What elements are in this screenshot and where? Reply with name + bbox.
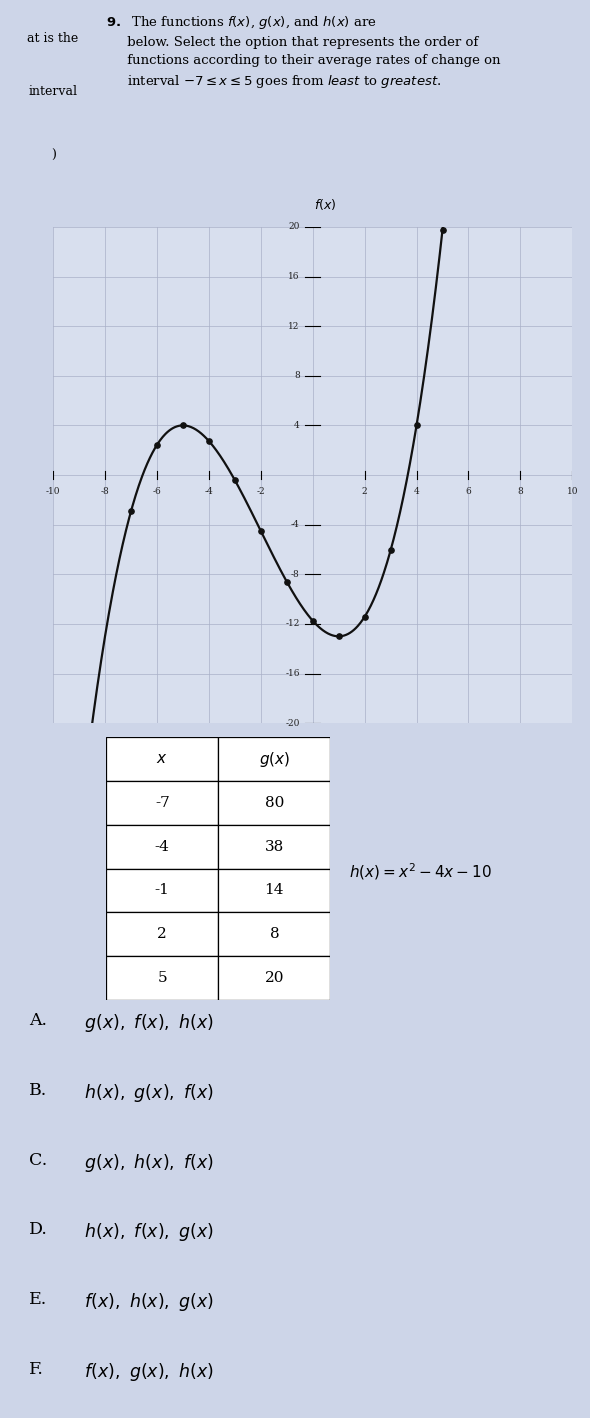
Text: 20: 20 [264,971,284,986]
Text: D.: D. [29,1221,48,1238]
Bar [106,868,218,912]
Text: -7: -7 [155,795,170,810]
Text: 12: 12 [289,322,300,330]
Text: $f(x),\ g(x),\ h(x)$: $f(x),\ g(x),\ h(x)$ [78,1361,214,1383]
Text: -8: -8 [101,488,109,496]
Text: 14: 14 [264,883,284,898]
Text: -6: -6 [153,488,161,496]
Bar [218,825,330,868]
Text: -4: -4 [205,488,213,496]
Text: $h(x) = x^2 - 4x - 10$: $h(x) = x^2 - 4x - 10$ [349,862,491,882]
Text: F.: F. [29,1361,44,1378]
Text: 38: 38 [265,839,284,854]
Text: 80: 80 [265,795,284,810]
Bar [218,781,330,825]
Text: $f(x),\ h(x),\ g(x)$: $f(x),\ h(x),\ g(x)$ [78,1292,214,1313]
Text: at is the: at is the [28,31,78,45]
Text: -1: -1 [155,883,170,898]
Text: -8: -8 [291,570,300,579]
Text: $f(x)$: $f(x)$ [314,197,337,211]
Text: -2: -2 [257,488,265,496]
Text: ): ) [51,149,55,162]
Text: -12: -12 [286,620,300,628]
Bar [106,956,218,1000]
Text: $g(x)$: $g(x)$ [259,750,290,769]
Text: 20: 20 [289,223,300,231]
Text: 5: 5 [158,971,167,986]
Text: 16: 16 [289,272,300,281]
Text: 8: 8 [517,488,523,496]
Text: -20: -20 [286,719,300,727]
Text: E.: E. [29,1292,47,1309]
Text: C.: C. [29,1151,47,1168]
Bar [106,825,218,868]
Text: 2: 2 [158,927,167,942]
Text: 10: 10 [566,488,578,496]
Text: 4: 4 [414,488,419,496]
Text: 2: 2 [362,488,368,496]
Text: B.: B. [29,1082,47,1099]
Text: 6: 6 [466,488,471,496]
Text: $g(x),\ f(x),\ h(x)$: $g(x),\ f(x),\ h(x)$ [78,1012,214,1034]
Text: -4: -4 [155,839,170,854]
Bar [106,737,218,781]
Bar [106,912,218,956]
Text: 8: 8 [294,372,300,380]
Text: -16: -16 [285,669,300,678]
Text: 8: 8 [270,927,279,942]
Bar [218,868,330,912]
Text: $g(x),\ h(x),\ f(x)$: $g(x),\ h(x),\ f(x)$ [78,1151,214,1174]
Bar [106,781,218,825]
Text: 4: 4 [294,421,300,430]
Bar [218,956,330,1000]
Text: interval: interval [28,85,78,98]
Text: $x$: $x$ [156,752,168,766]
Text: $\bf{9.}$  The functions $f(x)$, $g(x)$, and $h(x)$ are
     below. Select the o: $\bf{9.}$ The functions $f(x)$, $g(x)$, … [106,14,501,91]
Text: -10: -10 [46,488,60,496]
Bar [218,737,330,781]
Text: A.: A. [29,1012,47,1029]
Text: $h(x),\ g(x),\ f(x)$: $h(x),\ g(x),\ f(x)$ [78,1082,214,1105]
Text: -4: -4 [291,520,300,529]
Bar [218,912,330,956]
Text: $h(x),\ f(x),\ g(x)$: $h(x),\ f(x),\ g(x)$ [78,1221,214,1244]
